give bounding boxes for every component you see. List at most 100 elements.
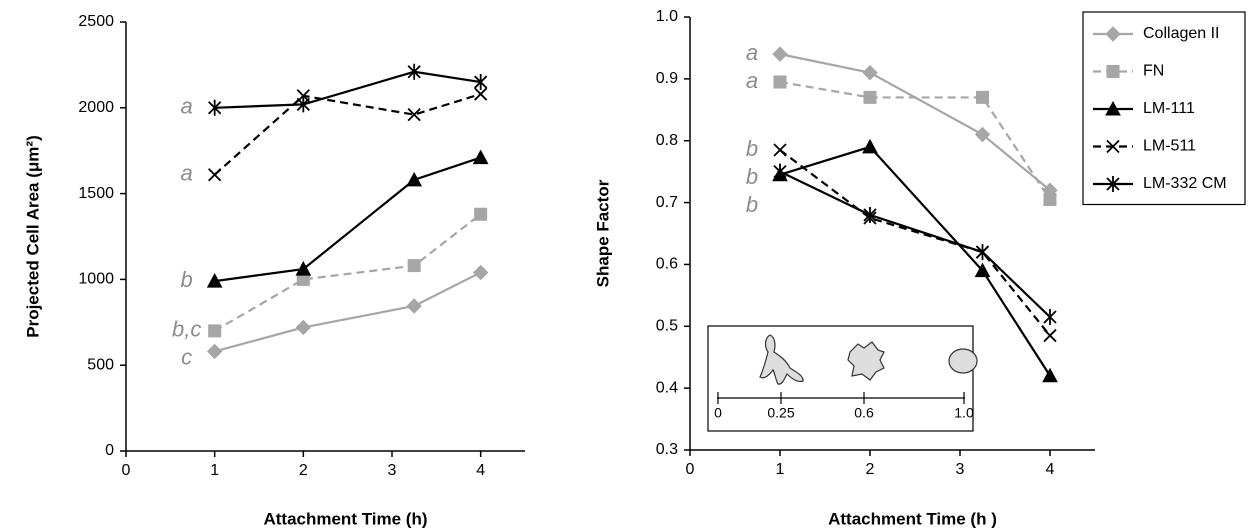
series-line	[779, 170, 1051, 318]
group-letter: b	[181, 267, 193, 292]
data-point	[773, 143, 787, 157]
series-line	[779, 80, 1051, 201]
legend-marker	[1105, 26, 1121, 42]
data-point	[407, 108, 421, 122]
series-line	[779, 53, 1051, 192]
data-point	[206, 343, 223, 360]
legend-label: LM-511	[1143, 138, 1196, 155]
data-point	[208, 99, 222, 116]
plot: 0.3 0.4 0.5 0.6 0.7 0.8 0.9 1.0 0 1 2 3 4 Shape Facto…	[593, 8, 1246, 528]
group-letter: b,c	[172, 317, 201, 342]
inset-label: 1.0	[954, 405, 974, 421]
y-tick-label: 0.9	[656, 70, 678, 87]
inset-label: 0.25	[767, 405, 794, 421]
data-point	[863, 206, 877, 223]
series-line	[779, 145, 1051, 377]
series-line	[214, 271, 482, 353]
y-tick-label: 1000	[78, 271, 114, 288]
data-point	[1042, 367, 1058, 383]
legend-marker	[1105, 100, 1121, 116]
data-point	[974, 126, 991, 143]
data-point	[407, 63, 421, 80]
data-point	[474, 87, 488, 101]
y-axis-title: Projected Cell Area (μm²)	[23, 135, 42, 338]
y-tick-label: 0.6	[656, 256, 678, 273]
y-tick-label: 1.0	[656, 8, 678, 25]
data-point	[406, 171, 423, 187]
data-point	[474, 207, 488, 221]
inset-label: 0.6	[854, 405, 874, 421]
data-point	[296, 96, 310, 113]
plot: 0 500 1000 1500 2000 2500 0 1 2 3 4 Projected Cell …	[23, 13, 525, 528]
data-point	[773, 75, 787, 89]
x-tick-label: 1	[210, 462, 219, 479]
group-letter: a	[746, 68, 758, 93]
legend-label: FN	[1143, 63, 1164, 80]
data-point	[862, 64, 878, 81]
legend-marker	[1106, 139, 1120, 154]
y-axis-title: Shape Factor	[593, 179, 612, 287]
group-letter: b	[746, 192, 758, 217]
y-tick-label: 0.8	[656, 132, 678, 149]
data-point	[772, 46, 788, 62]
data-point	[1043, 309, 1057, 326]
data-point	[407, 259, 421, 273]
series-line	[213, 93, 481, 176]
x-axis-title: Attachment Time (h)	[263, 509, 427, 528]
inset-label: 0	[714, 405, 722, 421]
data-point	[974, 262, 991, 278]
x-tick-label: 1	[776, 461, 785, 478]
legend-label: LM-111	[1143, 100, 1195, 117]
x-tick-label: 4	[476, 462, 485, 479]
data-point	[975, 244, 990, 261]
data-point	[1043, 192, 1057, 206]
x-tick-label: 2	[866, 461, 875, 478]
group-letter: a	[181, 94, 193, 119]
data-point	[863, 90, 877, 104]
group-letter: b	[746, 164, 758, 189]
y-tick-label: 0.4	[656, 379, 678, 396]
y-tick-label: 2500	[78, 13, 114, 30]
legend-marker	[1106, 65, 1120, 78]
legend-marker	[1106, 176, 1120, 192]
x-tick-label: 0	[686, 461, 695, 478]
data-point	[295, 261, 312, 276]
data-point	[1043, 328, 1057, 343]
series-line	[779, 149, 1051, 337]
group-letter: b	[746, 136, 758, 161]
y-tick-label: 0.3	[656, 441, 678, 458]
data-point	[773, 163, 787, 180]
legend-label: Collagen II	[1143, 25, 1220, 42]
spiky-cell	[847, 341, 885, 381]
data-point	[472, 264, 489, 281]
branched-cell	[759, 334, 804, 385]
data-point	[976, 90, 989, 104]
data-point	[406, 298, 422, 314]
y-tick-label: 1500	[78, 185, 114, 202]
x-tick-label: 3	[956, 461, 965, 478]
series-line	[214, 70, 481, 109]
data-point	[295, 319, 312, 336]
y-tick-label: 0	[105, 442, 114, 459]
group-letter: c	[181, 345, 192, 370]
data-point	[472, 149, 489, 165]
x-tick-label: 2	[299, 462, 308, 479]
y-tick-label: 0.5	[656, 318, 678, 335]
legend-label: LM-332 CM	[1143, 175, 1227, 192]
y-tick-label: 0.7	[656, 194, 678, 211]
data-point	[208, 324, 222, 338]
x-tick-label: 4	[1046, 461, 1055, 478]
series-line	[214, 156, 482, 283]
x-axis-title: Attachment Time (h )	[828, 509, 997, 528]
series-line	[214, 213, 482, 332]
x-tick-label: 3	[388, 462, 397, 479]
y-tick-label: 2000	[78, 99, 114, 116]
group-letter: a	[181, 161, 193, 186]
data-point	[206, 273, 223, 288]
data-point	[208, 168, 222, 182]
group-letter: a	[746, 40, 758, 65]
inset	[707, 325, 978, 432]
data-point	[474, 74, 488, 91]
